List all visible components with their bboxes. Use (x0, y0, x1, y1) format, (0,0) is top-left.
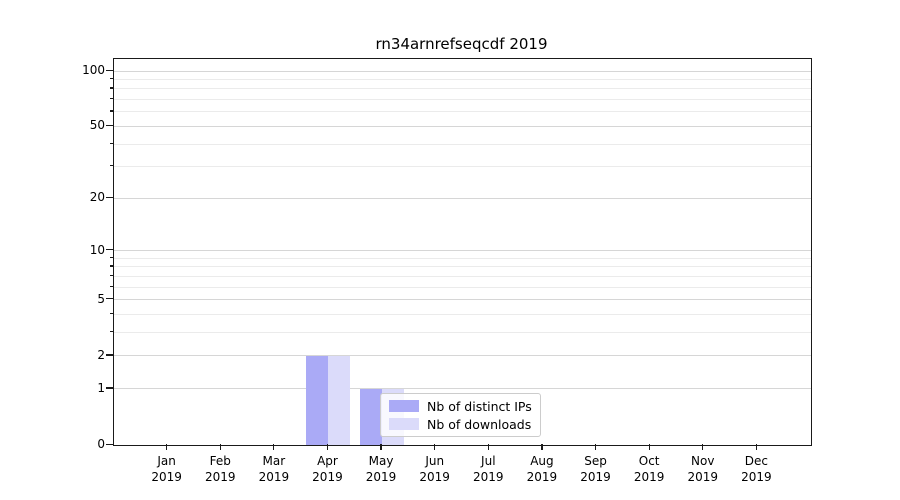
y-minor-tick-mark (109, 77, 113, 80)
major-gridline (114, 125, 811, 127)
major-gridline (114, 388, 811, 390)
x-tick-mark (434, 444, 436, 450)
y-minor-tick-mark (109, 274, 113, 277)
x-tick-mark (487, 444, 489, 450)
x-tick-label: Mar 2019 (258, 454, 290, 484)
y-tick-label: 50 (89, 118, 105, 133)
y-tick-label: 0 (97, 437, 105, 451)
y-tick-label: 20 (89, 190, 105, 205)
major-gridline (114, 355, 811, 357)
minor-gridline (114, 88, 811, 90)
plot-area: Nb of distinct IPs Nb of downloads (113, 58, 812, 446)
y-minor-tick-mark (109, 142, 113, 144)
minor-gridline (114, 99, 811, 101)
y-minor-tick-mark (109, 331, 113, 333)
y-tick-mark (106, 69, 113, 71)
x-tick-mark (326, 444, 329, 450)
x-tick-label: Aug 2019 (526, 454, 558, 484)
y-tick-mark (106, 298, 113, 300)
x-tick-mark (219, 444, 221, 450)
chart-title: rn34arnrefseqcdf 2019 (375, 35, 548, 53)
minor-gridline (114, 266, 811, 268)
x-tick-label: Jun 2019 (419, 454, 450, 484)
minor-gridline (114, 275, 811, 277)
y-minor-tick-mark (109, 265, 113, 267)
y-tick-mark (106, 249, 113, 251)
legend: Nb of distinct IPs Nb of downloads (380, 393, 541, 437)
y-minor-tick-mark (109, 256, 113, 259)
minor-gridline (114, 166, 811, 168)
minor-gridline (114, 257, 811, 259)
x-tick-mark (166, 444, 168, 450)
minor-gridline (114, 314, 811, 316)
x-tick-label: Nov 2019 (687, 454, 719, 484)
major-gridline (114, 250, 811, 252)
y-tick-label: 2 (97, 347, 105, 362)
x-tick-mark (648, 444, 650, 450)
minor-gridline (114, 111, 811, 113)
x-tick-label: Jul 2019 (473, 454, 504, 484)
major-gridline (114, 299, 811, 301)
legend-item: Nb of distinct IPs (389, 398, 532, 414)
x-tick-label: May 2019 (365, 454, 397, 484)
y-tick-mark (106, 354, 113, 356)
x-tick-mark (380, 444, 382, 450)
y-minor-tick-mark (109, 98, 113, 100)
legend-item: Nb of downloads (389, 416, 532, 432)
minor-gridline (114, 286, 811, 288)
y-minor-tick-mark (109, 313, 113, 315)
legend-swatch-icon (389, 418, 419, 430)
y-tick-label: 100 (82, 63, 105, 77)
x-tick-mark (702, 444, 704, 450)
y-minor-tick-mark (109, 87, 113, 89)
minor-gridline (114, 78, 811, 80)
x-tick-label: Feb 2019 (204, 454, 236, 484)
legend-swatch-icon (389, 400, 419, 412)
y-tick-mark (106, 443, 113, 445)
y-tick-mark (106, 387, 113, 389)
y-tick-label: 5 (97, 291, 105, 306)
bar-nb-of-downloads (328, 355, 351, 445)
major-gridline (114, 70, 811, 72)
x-tick-mark (594, 444, 597, 450)
legend-label: Nb of distinct IPs (427, 398, 532, 414)
y-tick-label: 10 (89, 242, 105, 257)
x-tick-label: Sep 2019 (580, 454, 611, 484)
major-gridline (114, 197, 811, 199)
bar-nb-of-distinct-ips (360, 388, 383, 445)
x-tick-mark (541, 444, 543, 450)
y-minor-tick-mark (109, 110, 113, 112)
minor-gridline (114, 143, 811, 145)
bar-nb-of-distinct-ips (306, 355, 329, 445)
x-tick-label: Oct 2019 (633, 454, 665, 484)
minor-gridline (114, 332, 811, 334)
y-minor-tick-mark (109, 165, 113, 167)
y-tick-label: 1 (97, 380, 105, 395)
x-tick-label: Apr 2019 (312, 454, 343, 484)
x-tick-mark (273, 444, 275, 450)
y-tick-mark (106, 124, 113, 127)
legend-label: Nb of downloads (427, 416, 532, 432)
x-tick-label: Dec 2019 (741, 454, 772, 484)
y-tick-mark (106, 196, 113, 198)
y-minor-tick-mark (109, 285, 113, 287)
x-tick-mark (755, 444, 757, 450)
x-tick-label: Jan 2019 (151, 454, 182, 484)
